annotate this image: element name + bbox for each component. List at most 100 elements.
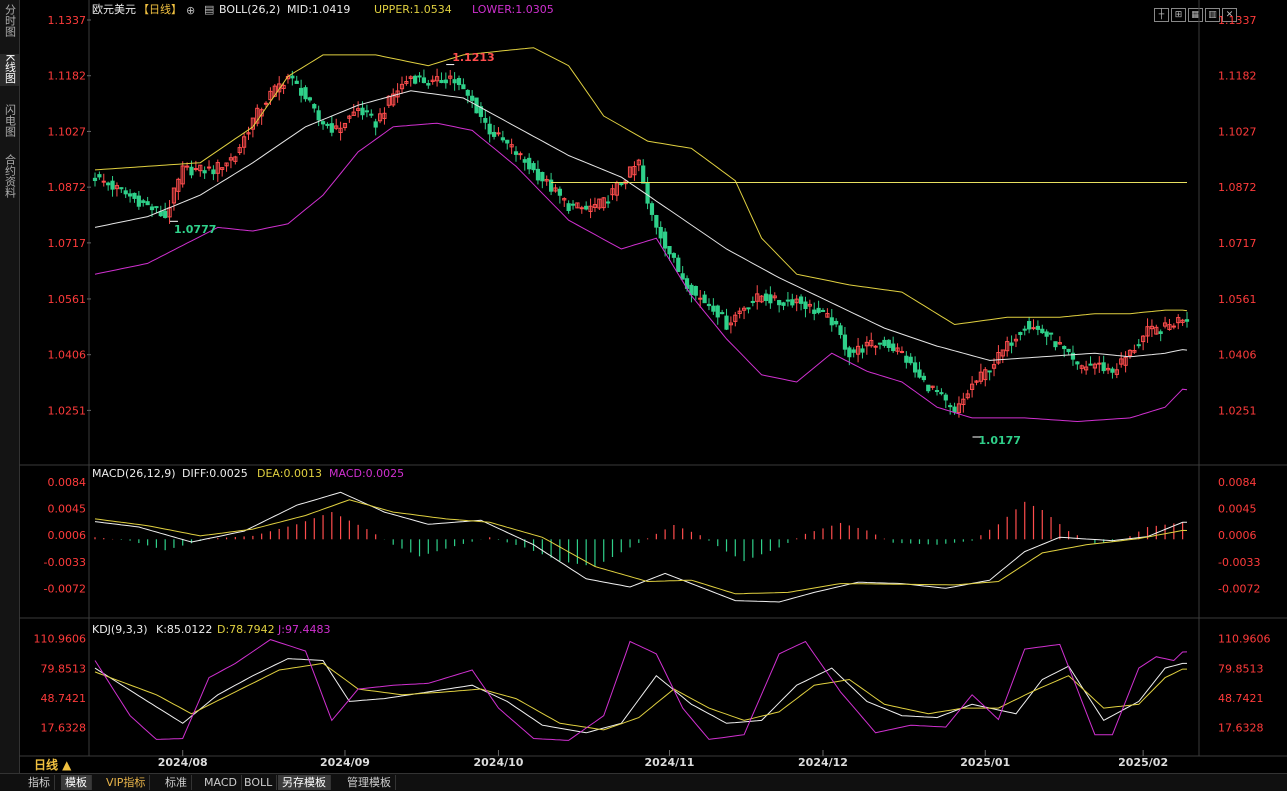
y-tick-label: 1.0561: [48, 293, 87, 306]
candle-body: [671, 253, 676, 258]
high-annotation: 1.1213: [452, 51, 494, 64]
period-selector[interactable]: 日线 ▲: [34, 758, 72, 772]
chart-area[interactable]: 1.1337 1.1337 1.1182 1.1182 1.1027 1.1027 1.08…: [19, 0, 1287, 772]
candle-body: [741, 307, 747, 311]
candle-body: [619, 183, 624, 186]
candle-body: [978, 371, 983, 382]
candle-body: [987, 370, 992, 373]
tab-vip-indicator[interactable]: VIP指标: [102, 775, 151, 790]
candle-body: [176, 178, 181, 192]
candle-body: [956, 403, 962, 414]
candle-body: [1184, 319, 1190, 322]
tab-contract-info-label: 合约资料: [3, 154, 17, 198]
x-tick-label: 2024/10: [473, 756, 523, 769]
candle-body: [1048, 332, 1054, 335]
tab-boll[interactable]: BOLL: [240, 775, 278, 790]
candle-body: [943, 394, 948, 401]
candle-body: [627, 166, 633, 178]
y-tick-label: 1.0406: [1218, 349, 1257, 362]
candle-body: [220, 167, 225, 170]
candle-body: [970, 383, 975, 390]
tab-contract-info[interactable]: 合约资料: [0, 154, 19, 201]
candle-body: [645, 182, 650, 204]
candle-body: [720, 312, 725, 315]
candle-body: [391, 93, 396, 106]
layout-icon[interactable]: ▥: [1205, 8, 1220, 22]
candle-body: [461, 84, 466, 90]
candle-body: [132, 192, 137, 199]
tab-template[interactable]: 模板: [61, 775, 92, 790]
candle-body: [790, 299, 795, 306]
candle-body: [851, 349, 856, 353]
y-tick-label: 17.6328: [1218, 721, 1264, 734]
y-tick-label: 1.1182: [1218, 70, 1257, 83]
low-annotation: 1.0777: [174, 223, 216, 236]
macd-dea-line: [94, 499, 1188, 595]
candle-body: [101, 180, 106, 183]
low-annotation: 1.0177: [978, 434, 1020, 447]
candle-body: [465, 89, 470, 96]
candle-body: [369, 113, 374, 116]
candle-body: [641, 165, 646, 184]
candle-body: [860, 348, 865, 353]
x-tick-label: 2024/11: [645, 756, 695, 769]
crosshair-icon[interactable]: ┼: [1154, 8, 1169, 22]
candle-body: [636, 159, 641, 166]
y-tick-label: 79.8513: [41, 662, 87, 675]
candle-body: [702, 294, 707, 304]
candle-body: [1013, 338, 1019, 342]
y-tick-label: 0.0045: [48, 503, 87, 516]
candle-body: [575, 202, 580, 209]
candle-body: [610, 188, 615, 196]
candle-body: [97, 174, 102, 178]
tab-kline[interactable]: K线图: [0, 54, 19, 87]
candle-body: [1123, 356, 1128, 366]
kdj-j-line: [94, 639, 1188, 741]
candle-body: [470, 95, 475, 101]
y-tick-label: 48.7421: [41, 692, 87, 705]
tab-macd[interactable]: MACD: [200, 775, 242, 790]
candle-body: [189, 166, 194, 176]
candle-body: [404, 81, 409, 84]
tab-intraday[interactable]: 分时图: [0, 4, 19, 40]
candle-body: [855, 345, 861, 355]
candle-body: [1176, 317, 1181, 324]
candle-body: [777, 300, 782, 306]
candle-body: [1079, 365, 1084, 369]
candle-body: [329, 123, 334, 133]
macd-diff-line: [94, 491, 1187, 603]
grid-icon[interactable]: ▦: [1188, 8, 1203, 22]
candle-body: [680, 273, 685, 280]
candle-body: [912, 362, 918, 373]
candle-body: [654, 215, 659, 228]
candle-body: [570, 203, 576, 206]
candle-body: [772, 295, 777, 299]
candle-body: [1092, 363, 1098, 369]
candle-body: [728, 322, 734, 326]
candle-body: [456, 77, 462, 86]
candle-body: [127, 193, 133, 197]
candle-body: [996, 352, 1001, 364]
candle-body: [606, 201, 611, 204]
tab-flash[interactable]: 闪电图: [0, 104, 19, 140]
tab-standard[interactable]: 标准: [161, 775, 192, 790]
candle-body: [259, 109, 264, 117]
close-icon[interactable]: ✕: [1222, 8, 1237, 22]
tab-save-template[interactable]: 另存模板: [278, 775, 331, 790]
tab-manage-template[interactable]: 管理模板: [343, 775, 396, 790]
candle-body: [149, 206, 155, 211]
candle-body: [1088, 363, 1093, 366]
candle-body: [268, 90, 273, 101]
symbol-label: 欧元美元: [92, 3, 136, 16]
y-tick-label: 1.0561: [1218, 293, 1257, 306]
boll-lower-value: LOWER:1.0305: [472, 3, 554, 16]
boll-lower-line: [94, 122, 1188, 423]
tab-kline-label: K线图: [3, 54, 17, 84]
candle-body: [443, 79, 448, 84]
candle-body: [1084, 366, 1089, 371]
tab-indicator[interactable]: 指标: [24, 775, 55, 790]
candle-body: [584, 205, 589, 210]
settings-icon: ⊕: [186, 4, 195, 17]
candle-body: [1162, 322, 1168, 327]
zoom-icon[interactable]: ⊞: [1171, 8, 1186, 22]
